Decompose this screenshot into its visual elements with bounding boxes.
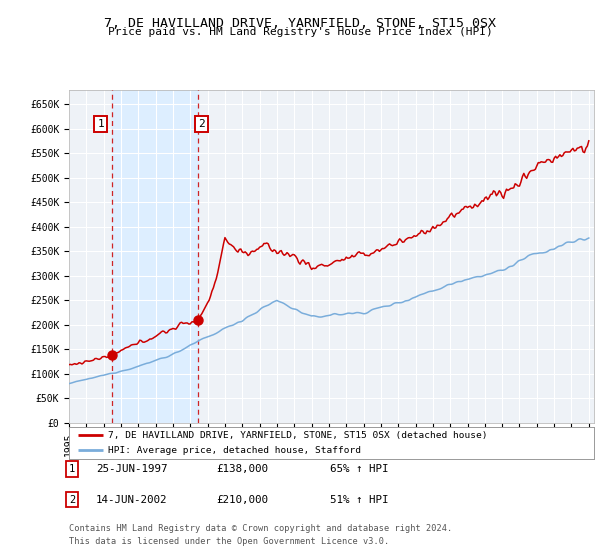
Text: £138,000: £138,000 bbox=[216, 464, 268, 474]
Text: 7, DE HAVILLAND DRIVE, YARNFIELD, STONE, ST15 0SX (detached house): 7, DE HAVILLAND DRIVE, YARNFIELD, STONE,… bbox=[109, 431, 488, 440]
Text: This data is licensed under the Open Government Licence v3.0.: This data is licensed under the Open Gov… bbox=[69, 537, 389, 546]
Bar bbox=[112, 90, 198, 423]
Text: HPI: Average price, detached house, Stafford: HPI: Average price, detached house, Staf… bbox=[109, 446, 361, 455]
Text: 14-JUN-2002: 14-JUN-2002 bbox=[96, 494, 167, 505]
Text: Contains HM Land Registry data © Crown copyright and database right 2024.: Contains HM Land Registry data © Crown c… bbox=[69, 524, 452, 533]
Text: 1: 1 bbox=[97, 119, 104, 129]
Text: 7, DE HAVILLAND DRIVE, YARNFIELD, STONE, ST15 0SX: 7, DE HAVILLAND DRIVE, YARNFIELD, STONE,… bbox=[104, 17, 496, 30]
Text: £210,000: £210,000 bbox=[216, 494, 268, 505]
Text: Price paid vs. HM Land Registry's House Price Index (HPI): Price paid vs. HM Land Registry's House … bbox=[107, 27, 493, 37]
Text: 2: 2 bbox=[198, 119, 205, 129]
Text: 65% ↑ HPI: 65% ↑ HPI bbox=[330, 464, 389, 474]
Text: 25-JUN-1997: 25-JUN-1997 bbox=[96, 464, 167, 474]
Text: 51% ↑ HPI: 51% ↑ HPI bbox=[330, 494, 389, 505]
Text: 1: 1 bbox=[69, 464, 75, 474]
Text: 2: 2 bbox=[69, 494, 75, 505]
